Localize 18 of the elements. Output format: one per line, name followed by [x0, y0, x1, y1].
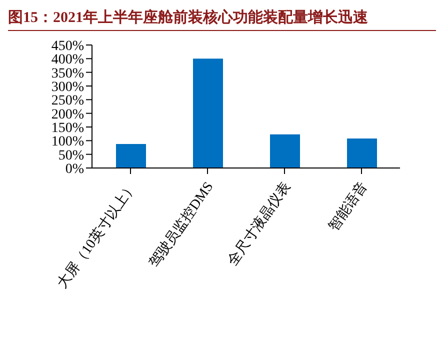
chart-title: 图15：2021年上半年座舱前装核心功能装配量增长迅速: [8, 8, 436, 31]
y-tick-label: 450%: [51, 38, 84, 54]
x-tick-label: 大屏（10英寸以上）: [54, 179, 140, 292]
y-tick-label: 150%: [51, 120, 84, 136]
y-tick-label: 300%: [51, 80, 84, 95]
y-tick-label: 400%: [51, 52, 84, 68]
y-tick-label: 250%: [51, 94, 84, 109]
y-tick-label: 200%: [51, 107, 84, 122]
bar: [347, 138, 377, 168]
bar: [270, 134, 300, 168]
y-tick-label: 0%: [65, 162, 84, 177]
y-tick-label: 50%: [58, 148, 84, 164]
bar: [193, 58, 223, 168]
x-tick-label: 智能语音: [326, 179, 371, 234]
bar: [116, 144, 146, 168]
y-tick-label: 100%: [51, 134, 84, 150]
y-tick-label: 350%: [51, 66, 84, 82]
x-tick-label: 全尺寸液晶仪表: [224, 179, 294, 269]
